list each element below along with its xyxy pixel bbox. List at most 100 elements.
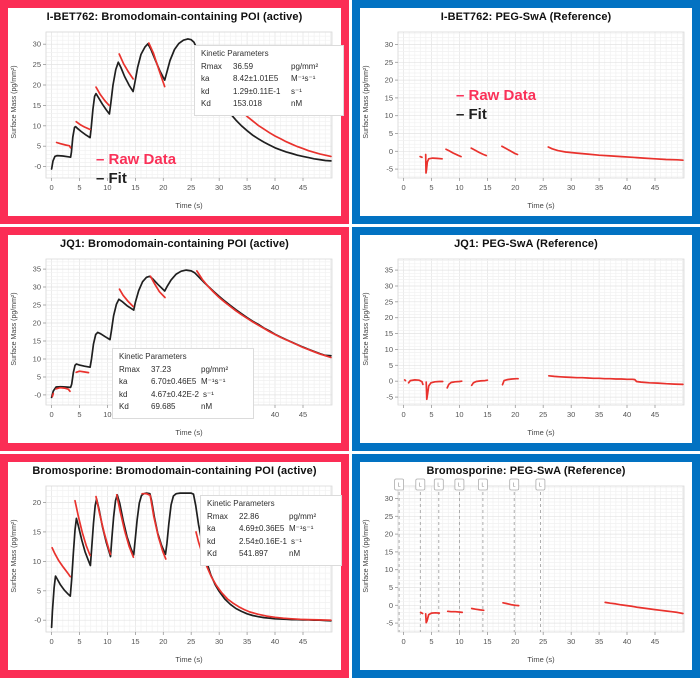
svg-text:20: 20 <box>511 410 519 419</box>
plot-area: 0 5 10 15 20 25 30 35 40 45 -5 0 5 10 15 20 25 30 Surface… <box>360 27 692 213</box>
panel-bromosporine-active: Bromosporine: Bromodomain-containing POI… <box>0 454 349 678</box>
param-unit: M⁻¹s⁻¹ <box>289 524 314 534</box>
svg-text:35: 35 <box>243 183 251 192</box>
param-value: 69.685 <box>151 402 176 412</box>
svg-text:10: 10 <box>33 121 41 130</box>
param-value: 22.86 <box>239 512 260 521</box>
param-name: kd <box>201 86 210 96</box>
param-name: Kd <box>119 402 129 412</box>
svg-text:35: 35 <box>243 637 251 646</box>
svg-text:5: 5 <box>389 361 393 370</box>
svg-text:25: 25 <box>539 637 547 646</box>
svg-text:20: 20 <box>33 81 41 90</box>
svg-text:10: 10 <box>103 410 111 419</box>
param-name: ka <box>207 524 216 534</box>
panel-title: I-BET762: PEG-SwA (Reference) <box>440 11 612 23</box>
panel-title: Bromosporine: PEG-SwA (Reference) <box>426 465 626 477</box>
svg-text:10: 10 <box>455 410 463 419</box>
svg-text:10: 10 <box>385 345 393 354</box>
svg-text:0: 0 <box>50 183 54 192</box>
svg-text:40: 40 <box>623 410 631 419</box>
svg-text:45: 45 <box>651 183 659 192</box>
svg-text:L: L <box>513 483 516 489</box>
param-name: Kd <box>207 549 217 559</box>
param-name: kd <box>119 389 128 399</box>
kinetic-parameters-box: Kinetic Parameters Rmax 22.86 pg/mm² ka 4.69±… <box>200 495 342 566</box>
svg-text:20: 20 <box>159 183 167 192</box>
svg-text:25: 25 <box>187 637 195 646</box>
param-name: Kd <box>201 99 211 109</box>
svg-text:0: 0 <box>389 147 393 156</box>
kinetic-parameter-row-rmax: Rmax 37.23 pg/mm² <box>119 364 247 376</box>
svg-text:30: 30 <box>33 283 41 292</box>
svg-text:30: 30 <box>215 183 223 192</box>
svg-text:10: 10 <box>455 183 463 192</box>
kinetic-parameter-row-ka: ka 6.70±0.46E5 M⁻¹s⁻¹ <box>119 376 247 388</box>
param-value: 8.42±1.01E5 <box>233 74 279 84</box>
svg-text:25: 25 <box>33 301 41 310</box>
svg-text:L: L <box>458 483 461 489</box>
param-unit: M⁻¹s⁻¹ <box>201 377 226 387</box>
svg-text:15: 15 <box>385 329 393 338</box>
svg-text:45: 45 <box>651 637 659 646</box>
svg-text:45: 45 <box>299 183 307 192</box>
param-name: ka <box>119 377 128 387</box>
svg-text:-5: -5 <box>386 165 393 174</box>
svg-text:35: 35 <box>385 266 393 275</box>
kinetic-parameters-box: Kinetic Parameters Rmax 36.59 pg/mm² ka 8.42±… <box>194 45 344 116</box>
svg-text:15: 15 <box>385 547 393 556</box>
svg-text:15: 15 <box>33 527 41 536</box>
panel-bromosporine-reference: Bromosporine: PEG-SwA (Reference) 0 5 10 15… <box>352 454 700 678</box>
svg-text:30: 30 <box>567 637 575 646</box>
x-axis-label: Time (s) <box>527 428 555 437</box>
svg-text:5: 5 <box>429 637 433 646</box>
svg-text:35: 35 <box>595 637 603 646</box>
kinetic-parameters-title: Kinetic Parameters <box>201 49 269 58</box>
svg-text:10: 10 <box>33 557 41 566</box>
svg-text:30: 30 <box>385 40 393 49</box>
svg-text:5: 5 <box>429 183 433 192</box>
param-unit: pg/mm² <box>201 365 229 374</box>
svg-text:40: 40 <box>271 410 279 419</box>
svg-text:10: 10 <box>385 565 393 574</box>
svg-text:40: 40 <box>623 637 631 646</box>
svg-text:L: L <box>419 483 422 489</box>
svg-text:15: 15 <box>33 337 41 346</box>
svg-text:45: 45 <box>299 637 307 646</box>
svg-text:20: 20 <box>385 76 393 85</box>
kinetic-parameter-row-kd: Kd 69.685 nM <box>119 401 247 413</box>
svg-text:0: 0 <box>389 601 393 610</box>
svg-text:5: 5 <box>37 586 41 595</box>
svg-text:20: 20 <box>33 498 41 507</box>
param-value: 4.69±0.36E5 <box>239 524 285 534</box>
svg-text:15: 15 <box>483 637 491 646</box>
svg-text:L: L <box>437 483 440 489</box>
svg-text:25: 25 <box>33 60 41 69</box>
sensorgram-chart: 0 5 10 15 20 25 30 35 40 45 -5 0 5 10 15 20 25 30 L L L L L L L <box>385 478 685 646</box>
svg-text:-0: -0 <box>34 162 41 171</box>
svg-text:30: 30 <box>385 282 393 291</box>
x-axis-label: Time (s) <box>527 655 555 664</box>
svg-text:25: 25 <box>539 183 547 192</box>
svg-text:25: 25 <box>187 183 195 192</box>
svg-text:20: 20 <box>511 637 519 646</box>
param-unit: pg/mm² <box>289 512 317 521</box>
svg-text:L: L <box>398 483 401 489</box>
svg-text:5: 5 <box>77 410 81 419</box>
param-value: 153.018 <box>233 99 262 109</box>
kinetic-parameter-row-ka: ka 8.42±1.01E5 M⁻¹s⁻¹ <box>201 73 337 85</box>
sensorgram-chart: 0 5 10 15 20 25 30 35 40 45 -0 5 10 15 20 25 30 <box>33 31 333 192</box>
svg-text:0: 0 <box>389 377 393 386</box>
svg-text:0: 0 <box>50 637 54 646</box>
svg-text:5: 5 <box>429 410 433 419</box>
kinetic-parameters-box: Kinetic Parameters Rmax 37.23 pg/mm² ka 6.70±… <box>112 348 254 419</box>
svg-text:35: 35 <box>595 183 603 192</box>
svg-text:25: 25 <box>385 58 393 67</box>
svg-text:5: 5 <box>389 129 393 138</box>
svg-text:-5: -5 <box>386 619 393 628</box>
svg-text:40: 40 <box>271 183 279 192</box>
param-value: 37.23 <box>151 365 172 374</box>
param-name: Rmax <box>201 62 222 71</box>
sensorgram-chart: 0 5 10 15 20 25 30 35 40 45 -5 0 5 10 15 20 25 30 35 <box>385 258 685 419</box>
